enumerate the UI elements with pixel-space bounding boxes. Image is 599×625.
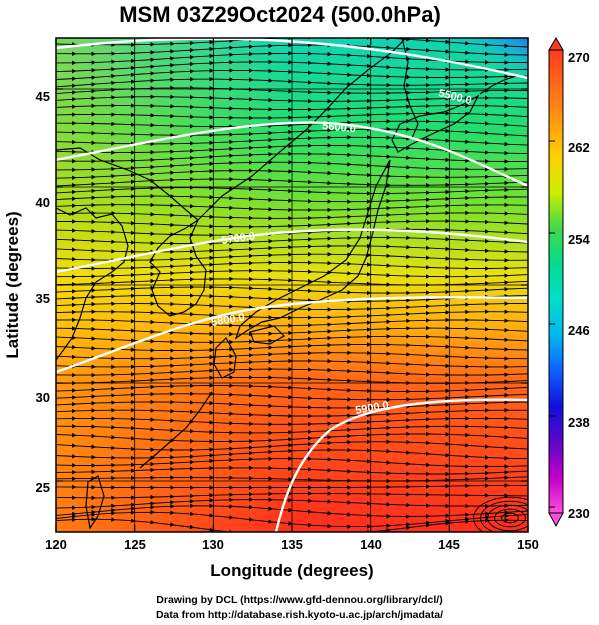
colorbar-bottom-arrow (548, 512, 564, 528)
x-tick-label: 135 (281, 537, 303, 552)
x-tick-label: 140 (360, 537, 382, 552)
streamline (56, 407, 528, 419)
streamline (56, 193, 528, 204)
streamline (56, 399, 528, 411)
y-axis-title: Latitude (degrees) (3, 211, 22, 358)
contour-line-5600 (56, 121, 528, 188)
colorbar-label: 270 (568, 50, 590, 65)
colorbar-label: 262 (568, 140, 590, 155)
streamline (56, 516, 528, 532)
streamline (56, 391, 528, 402)
x-tick-label: 150 (517, 537, 539, 552)
colorbar: 270 262 254 246 238 230 (548, 37, 590, 528)
x-axis-title: Longitude (degrees) (210, 561, 373, 580)
streamline (56, 342, 528, 353)
contour-line-5700 (56, 228, 528, 274)
streamline (56, 334, 528, 345)
streamline (56, 210, 528, 221)
colorbar-label: 246 (568, 323, 590, 338)
streamline (56, 202, 528, 213)
colorbar-label: 254 (568, 232, 590, 247)
streamline-vortex (501, 512, 519, 524)
streamline-vortex (494, 508, 526, 528)
streamline (56, 218, 528, 230)
colorbar-labels: 270 262 254 246 238 230 (568, 50, 590, 521)
streamline (56, 383, 528, 394)
colorbar-label: 238 (568, 415, 590, 430)
streamline (56, 111, 528, 121)
x-tick-label: 125 (124, 537, 146, 552)
streamline (56, 317, 528, 329)
plot-area: 5500.0 5600.0 5700.0 5800.0 5900.0 (56, 38, 528, 532)
streamline (56, 475, 528, 484)
axis-tick-marks (55, 38, 529, 532)
contour-line-5500 (56, 38, 528, 80)
y-tick-label: 45 (36, 89, 50, 104)
colorbar-label: 230 (568, 506, 590, 521)
streamline (56, 293, 528, 304)
wind-streamlines (56, 38, 528, 532)
colorbar-ticks (549, 49, 555, 508)
streamline-vortex (480, 500, 528, 532)
contour-line-5800 (56, 296, 528, 374)
streamline (56, 227, 528, 238)
streamline (56, 85, 528, 96)
streamline (56, 126, 528, 138)
streamline (56, 185, 528, 196)
streamline (56, 243, 528, 255)
footer-credit-dcl: Drawing by DCL (https://www.gfd-dennou.o… (156, 594, 443, 606)
streamline (56, 358, 528, 370)
streamline (56, 260, 528, 271)
streamline (56, 94, 528, 104)
contour-label-5700: 5700.0 (221, 230, 256, 247)
contour-label-5600: 5600.0 (322, 120, 357, 135)
streamline (56, 483, 528, 490)
streamline (56, 366, 528, 378)
streamline (56, 251, 528, 263)
map-title: MSM 03Z29Oct2024 (500.0hPa) (119, 2, 441, 27)
streamline (56, 301, 528, 312)
x-tick-label: 145 (438, 537, 460, 552)
x-tick-label: 130 (202, 537, 224, 552)
streamline (56, 465, 528, 477)
x-tick-labels: 120 125 130 135 140 145 150 (45, 537, 539, 552)
streamline (56, 103, 528, 112)
contour-label-5800: 5800.0 (210, 311, 245, 329)
footer-credit-data: Data from http://database.rish.kyoto-u.a… (155, 609, 444, 621)
streamline (56, 431, 528, 444)
colorbar-scale (548, 49, 564, 514)
y-tick-label: 40 (36, 195, 50, 210)
streamline (56, 76, 528, 89)
streamline (56, 118, 528, 129)
streamline-vortex (487, 504, 528, 532)
y-tick-labels: 25 30 35 40 45 (36, 89, 50, 495)
streamline (56, 325, 528, 337)
x-tick-label: 120 (45, 537, 67, 552)
streamline-vortex (473, 496, 528, 532)
contour-line-5900 (274, 398, 528, 532)
contour-label-5900: 5900.0 (354, 399, 389, 417)
streamline (56, 276, 528, 288)
height-contours (56, 38, 528, 532)
streamline (56, 176, 528, 188)
y-tick-label: 35 (36, 291, 50, 306)
colorbar-top-arrow (548, 37, 564, 51)
y-tick-label: 30 (36, 390, 50, 405)
y-tick-label: 25 (36, 480, 50, 495)
streamline (56, 235, 528, 246)
streamline (56, 284, 528, 296)
